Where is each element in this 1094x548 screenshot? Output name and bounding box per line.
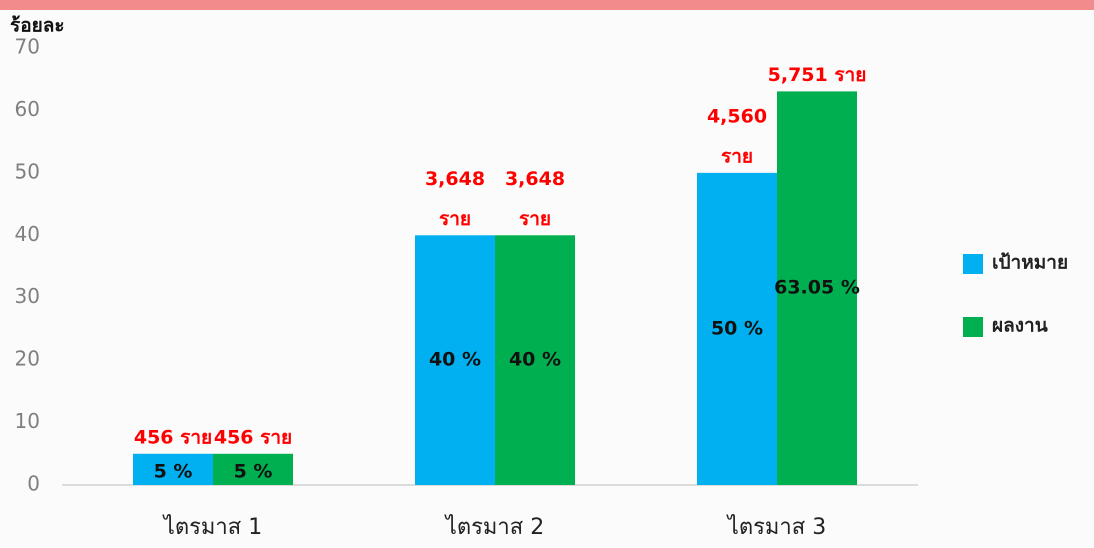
x-tick-label: ไตรมาส 3 bbox=[726, 514, 826, 540]
x-tick-label: ไตรมาส 1 bbox=[162, 514, 262, 540]
annotation: 5,751 ราย bbox=[768, 64, 867, 86]
annotation: ราย bbox=[439, 208, 471, 230]
y-tick-label: 60 bbox=[15, 97, 40, 121]
y-tick-label: 40 bbox=[15, 222, 40, 246]
legend-swatch bbox=[963, 254, 983, 274]
y-tick-label: 30 bbox=[15, 284, 40, 308]
annotation: 3,648 bbox=[425, 168, 485, 190]
y-tick-label: 70 bbox=[15, 35, 40, 59]
value-label: 50 % bbox=[711, 317, 763, 339]
annotation: 456 ราย bbox=[214, 426, 292, 448]
top-band bbox=[0, 0, 1094, 10]
annotation: 3,648 bbox=[505, 168, 565, 190]
legend-label: ผลงาน bbox=[992, 315, 1048, 337]
chart: ร้อยละ 0 10 20 30 40 50 60 70 ไตรมาส 1 5 % 456 ราย… bbox=[0, 0, 1094, 548]
y-tick-label: 20 bbox=[15, 347, 40, 371]
legend-swatch bbox=[963, 317, 983, 337]
y-tick-label: 10 bbox=[15, 409, 40, 433]
value-label: 40 % bbox=[509, 349, 561, 371]
annotation: 4,560 bbox=[707, 105, 767, 127]
value-label: 40 % bbox=[429, 349, 481, 371]
y-tick-label: 0 bbox=[27, 472, 40, 496]
annotation: 456 ราย bbox=[134, 426, 212, 448]
y-axis-title: ร้อยละ bbox=[10, 15, 65, 37]
x-tick-label: ไตรมาส 2 bbox=[444, 514, 544, 540]
value-label: 5 % bbox=[154, 460, 193, 482]
annotation: ราย bbox=[519, 208, 551, 230]
legend-label: เป้าหมาย bbox=[992, 252, 1068, 274]
value-label: 63.05 % bbox=[774, 277, 860, 299]
annotation: ราย bbox=[721, 145, 753, 167]
y-tick-label: 50 bbox=[15, 159, 40, 183]
value-label: 5 % bbox=[234, 460, 273, 482]
